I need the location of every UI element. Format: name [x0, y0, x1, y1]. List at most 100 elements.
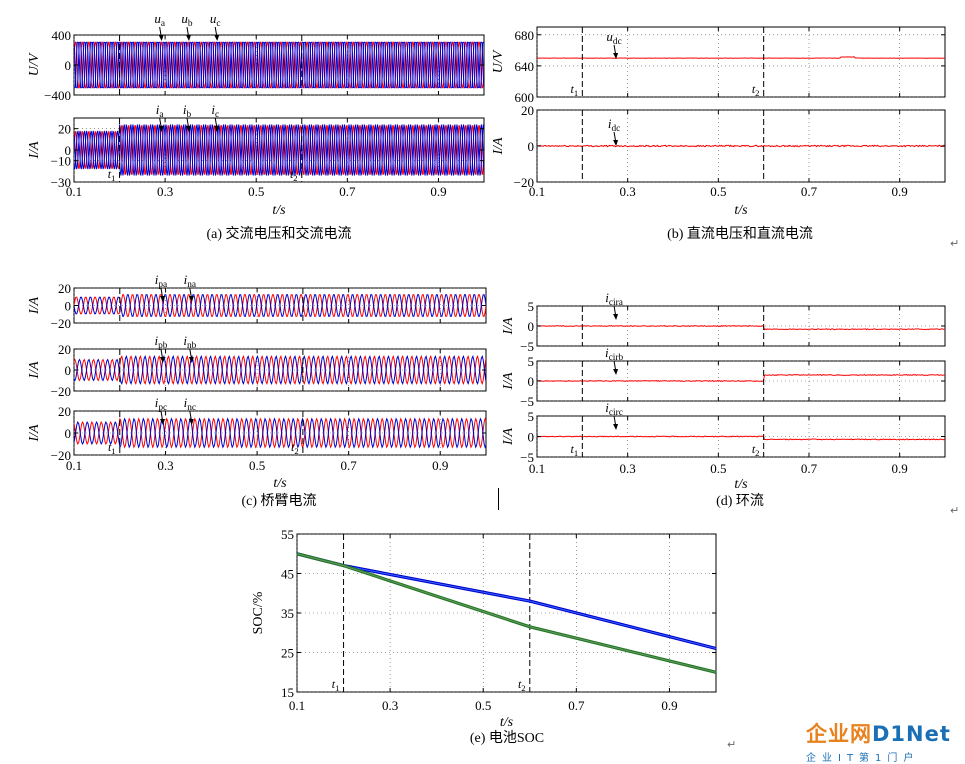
chart-e: 55 45 35 25 15 SOC/% t1 t2 0.1 0.3 0.5 0.7 0.9 t/s(e)…	[251, 527, 717, 746]
panel-c-2: 20 0 −20 I/A ipb inb	[27, 333, 487, 399]
logo-title-en: D1Net	[872, 722, 951, 746]
panel-e-1: 55 45 35 25 15 SOC/% t1 t2	[251, 527, 717, 700]
plot-frame	[73, 410, 487, 456]
series-line-i_cirb	[537, 374, 945, 383]
x-tick-label: 0.3	[382, 698, 398, 713]
x-tick-label: 0.3	[157, 458, 173, 473]
panel-d-1: 5 0 −5 I/A icira	[501, 290, 946, 354]
series-line-i_nc	[74, 417, 486, 449]
x-tick-label: 0.5	[249, 458, 265, 473]
x-tick-label: 0.5	[710, 461, 726, 476]
annotation-arrowhead	[613, 369, 619, 375]
annotation-arrowhead	[613, 424, 619, 430]
y-tick-label: −10	[51, 154, 71, 169]
figure-caption: (d) 环流	[716, 493, 764, 509]
paragraph-mark: ↵	[950, 237, 960, 250]
panel-d-3: 5 0 −5 I/A icirc t1 t2	[501, 400, 946, 465]
series-annotation-udc: udc	[606, 29, 621, 47]
series-annotation-ina: ina	[184, 272, 197, 290]
event-label-t1: t1	[571, 82, 579, 98]
y-axis-label: SOC/%	[251, 591, 266, 634]
y-tick-label: 15	[281, 685, 294, 700]
y-tick-label: 0	[65, 363, 72, 378]
event-label-t2: t2	[290, 167, 298, 183]
series-line-i_nb	[74, 354, 486, 386]
x-axis-label: t/s	[272, 203, 286, 218]
x-tick-label: 0.1	[529, 184, 545, 199]
annotation-arrowhead	[159, 357, 165, 363]
chart-b: 680 640 600 U/V udc t1 t2 20 0 −20 I/A idc 0.1 0.3 0.5…	[491, 26, 946, 242]
annotation-arrowhead	[158, 126, 164, 132]
event-label-t2: t2	[752, 82, 760, 98]
annotation-arrowhead	[188, 419, 194, 425]
series-line-i_c	[74, 124, 484, 176]
y-tick-label: −20	[514, 175, 534, 190]
series-annotation-ipc: ipc	[155, 395, 167, 413]
series-annotation-uc: uc	[210, 11, 221, 29]
x-tick-label: 0.1	[66, 184, 82, 199]
event-label-t2: t2	[752, 442, 760, 458]
x-tick-label: 0.3	[157, 184, 173, 199]
y-tick-label: −5	[520, 394, 534, 409]
series-line-i_na	[74, 294, 486, 317]
x-tick-label: 0.5	[475, 698, 491, 713]
x-axis-label: t/s	[734, 203, 748, 218]
y-tick-label: 0	[65, 426, 72, 441]
x-tick-label: 0.5	[710, 184, 726, 199]
x-tick-label: 0.9	[430, 184, 446, 199]
y-tick-label: 0	[65, 299, 72, 314]
y-tick-label: 5	[528, 409, 535, 424]
y-tick-label: −20	[51, 384, 71, 399]
y-tick-label: 0	[65, 143, 72, 158]
figure-caption: (c) 桥臂电流	[241, 493, 316, 509]
soc-series-2-overlay	[296, 553, 717, 673]
event-label-t2: t2	[291, 440, 299, 456]
x-tick-label: 0.7	[568, 698, 585, 713]
series-annotation-icirb: icirb	[605, 345, 623, 363]
plot-frame	[536, 26, 946, 98]
y-tick-label: 45	[281, 567, 294, 582]
x-tick-label: 0.7	[801, 184, 818, 199]
logo-subtitle: 企业IT第1门户	[806, 753, 920, 764]
y-axis-label: I/A	[27, 141, 42, 160]
series-group	[537, 435, 945, 441]
annotation-arrowhead	[188, 296, 194, 302]
annotation-arrowhead	[185, 126, 191, 132]
y-tick-label: 20	[58, 342, 71, 357]
y-axis-label: I/A	[501, 372, 516, 391]
figure-caption: (a) 交流电压和交流电流	[206, 225, 351, 242]
annotation-arrowhead	[188, 357, 194, 363]
x-tick-label: 0.5	[248, 184, 264, 199]
y-tick-label: 5	[528, 354, 535, 369]
d1net-logo: 企业网D1Net 企业IT第1门户	[806, 718, 962, 764]
series-annotation-icira: icira	[605, 290, 623, 308]
plot-frame	[296, 533, 717, 693]
y-tick-label: 400	[52, 28, 72, 43]
annotation-arrowhead	[214, 126, 220, 132]
y-tick-label: −30	[51, 175, 71, 190]
figure-caption: (b) 直流电压和直流电流	[667, 225, 813, 242]
panel-b-1: 680 640 600 U/V udc t1 t2	[491, 26, 946, 105]
annotation-arrowhead	[159, 419, 165, 425]
annotation-arrowhead	[214, 35, 220, 41]
x-tick-label: 0.1	[289, 698, 305, 713]
series-annotation-icirc: icirc	[605, 400, 623, 418]
annotation-arrowhead	[159, 296, 165, 302]
y-tick-label: 25	[281, 646, 294, 661]
y-tick-label: 0	[528, 430, 535, 445]
figure-caption: (e) 电池SOC	[470, 730, 544, 746]
annotation-arrowhead	[613, 140, 619, 146]
y-tick-label: 20	[58, 404, 71, 419]
y-tick-label: 35	[281, 606, 294, 621]
x-axis-label: t/s	[734, 477, 748, 492]
y-tick-label: 0	[65, 58, 72, 73]
y-tick-label: −20	[51, 316, 71, 331]
logo-title-cn: 企业网	[806, 722, 872, 746]
paragraph-mark: ↵	[950, 504, 960, 517]
y-tick-label: 20	[58, 281, 71, 296]
annotation-arrowhead	[613, 314, 619, 320]
series-annotation-ic: ic	[211, 102, 219, 120]
series-line-i_dc	[537, 144, 945, 148]
series-line-u_a	[74, 41, 484, 89]
y-tick-label: 0	[528, 319, 535, 334]
